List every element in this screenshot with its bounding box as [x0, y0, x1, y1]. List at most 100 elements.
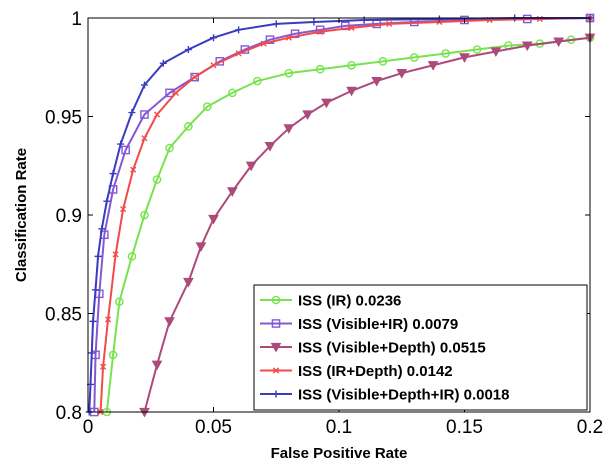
legend-item: ISS (Visible+Depth) 0.0515 — [260, 340, 486, 357]
data-point — [272, 390, 280, 398]
legend-label: ISS (IR+Depth) 0.0142 — [298, 363, 453, 380]
data-point — [310, 18, 318, 26]
data-point — [321, 98, 332, 109]
data-point — [271, 295, 281, 305]
data-point — [521, 41, 533, 52]
data-point — [127, 252, 137, 261]
data-point — [103, 197, 111, 205]
data-point — [315, 64, 325, 74]
y-tick-label: 0.9 — [56, 206, 82, 227]
data-point — [435, 15, 443, 23]
y-tick-label: 0.8 — [56, 403, 82, 424]
data-point — [409, 53, 419, 62]
x-tick-label: 0.1 — [326, 417, 352, 438]
data-point — [140, 110, 149, 119]
data-point — [264, 141, 276, 152]
data-point — [140, 210, 149, 220]
data-point — [159, 59, 167, 67]
data-point — [427, 61, 439, 71]
data-point — [265, 35, 275, 44]
data-point — [191, 74, 198, 81]
legend: ISS (IR) 0.0236 ISS (Visible+IR) 0.0079 IS… — [253, 284, 588, 411]
data-point — [271, 319, 281, 328]
y-tick-label: 1 — [71, 9, 82, 30]
data-point — [270, 342, 282, 353]
legend-label: ISS (IR) 0.0236 — [298, 293, 401, 310]
legend-item: ISS (Visible+Depth+IR) 0.0018 — [260, 387, 509, 404]
data-point — [210, 34, 217, 42]
data-point — [117, 140, 125, 148]
legend-box — [253, 284, 588, 411]
data-point — [253, 76, 262, 86]
data-point — [272, 20, 280, 28]
data-point — [285, 34, 292, 41]
data-point — [115, 297, 124, 306]
data-point — [183, 277, 194, 288]
data-point — [121, 145, 130, 155]
data-point — [459, 53, 470, 63]
data-point — [184, 122, 193, 131]
data-point — [153, 111, 161, 118]
data-point — [272, 367, 280, 374]
data-point — [371, 76, 382, 87]
data-point — [210, 62, 217, 69]
data-point — [120, 205, 127, 213]
data-point — [164, 317, 175, 327]
data-point — [94, 252, 102, 260]
data-point — [184, 46, 192, 54]
data-point — [108, 350, 118, 360]
data-point — [141, 135, 148, 142]
data-point — [88, 349, 96, 357]
data-point — [195, 242, 207, 253]
data-point — [553, 37, 564, 48]
y-tick-label: 0.95 — [45, 108, 82, 129]
data-point — [89, 317, 97, 325]
data-point — [112, 251, 119, 258]
y-axis-title: Classification Rate — [13, 148, 30, 282]
data-point — [99, 363, 107, 370]
data-point — [172, 89, 179, 96]
data-point — [208, 214, 219, 225]
data-point — [104, 316, 112, 323]
legend-item: ISS (IR) 0.0236 — [260, 293, 401, 310]
data-point — [315, 25, 325, 35]
data-point — [165, 143, 174, 153]
x-tick-label: 0.15 — [446, 417, 483, 438]
data-point — [347, 60, 356, 70]
data-point — [202, 102, 212, 111]
legend-item: ISS (Visible+IR) 0.0079 — [260, 316, 458, 333]
data-point — [302, 110, 313, 121]
data-point — [441, 49, 450, 58]
data-point — [490, 47, 502, 58]
data-point — [346, 86, 357, 97]
data-point — [235, 50, 242, 57]
legend-label: ISS (Visible+Depth+IR) 0.0018 — [298, 387, 509, 404]
data-point — [472, 45, 482, 54]
y-tick-label: 0.85 — [45, 305, 82, 326]
data-point — [348, 24, 355, 31]
data-point — [92, 286, 100, 294]
data-point — [260, 40, 267, 47]
x-tick-label: 0 — [83, 417, 94, 438]
data-point — [396, 69, 408, 79]
data-point — [284, 68, 294, 78]
data-point — [283, 124, 295, 134]
data-point — [152, 175, 162, 184]
tick-layer: 0 0.05 0.1 0.15 0.2 0.8 0.85 0.9 0.95 1 — [45, 9, 603, 438]
data-point — [190, 72, 199, 82]
data-point — [378, 57, 388, 66]
data-point — [317, 28, 324, 35]
data-point — [130, 166, 137, 173]
data-point — [235, 26, 243, 34]
legend-label: ISS (Visible+IR) 0.0079 — [298, 316, 458, 333]
data-point — [228, 88, 237, 98]
data-point — [128, 109, 136, 117]
data-point — [226, 187, 238, 197]
data-point — [98, 225, 106, 233]
data-point — [151, 360, 163, 371]
x-axis-title: False Positive Rate — [271, 445, 408, 462]
legend-item: ISS (IR+Depth) 0.0142 — [260, 363, 453, 380]
legend-label: ISS (Visible+Depth) 0.0515 — [298, 340, 486, 357]
data-point — [140, 81, 148, 89]
